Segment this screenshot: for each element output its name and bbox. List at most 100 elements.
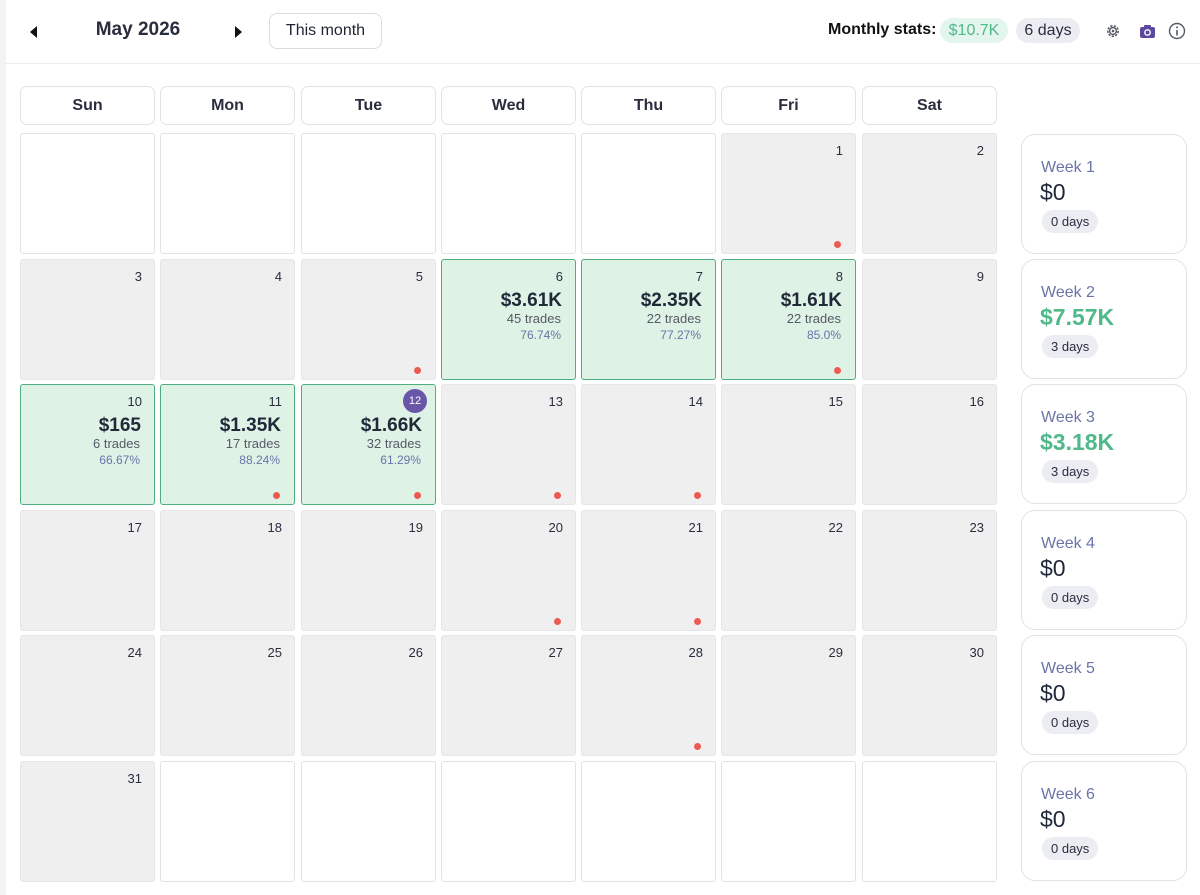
week-pnl: $7.57K bbox=[1040, 304, 1115, 330]
day-number: 21 bbox=[688, 520, 703, 535]
day-win-rate: 66.67% bbox=[99, 453, 140, 467]
week-summary-card-4[interactable]: Week 4 $0 0 days bbox=[1021, 510, 1187, 630]
week-summary-card-6[interactable]: Week 6 $0 0 days bbox=[1021, 761, 1187, 881]
day-cell-26[interactable]: 26 bbox=[301, 635, 436, 756]
day-cell-20[interactable]: 20 bbox=[441, 510, 576, 631]
day-cell-18[interactable]: 18 bbox=[160, 510, 295, 631]
day-cell-7[interactable]: 7 $2.35K 22 trades 77.27% bbox=[581, 259, 716, 380]
day-cell-13[interactable]: 13 bbox=[441, 384, 576, 505]
gear-icon[interactable] bbox=[1104, 22, 1122, 40]
indicator-dot-icon bbox=[414, 492, 421, 499]
day-cell-5[interactable]: 5 bbox=[301, 259, 436, 380]
day-pnl: $165 bbox=[98, 415, 141, 436]
day-pnl: $1.66K bbox=[360, 415, 422, 436]
day-number: 27 bbox=[548, 645, 563, 660]
day-cell-3[interactable]: 3 bbox=[20, 259, 155, 380]
day-trade-count: 6 trades bbox=[93, 436, 140, 451]
camera-icon[interactable] bbox=[1138, 22, 1156, 40]
indicator-dot-icon bbox=[414, 367, 421, 374]
day-cell-8[interactable]: 8 $1.61K 22 trades 85.0% bbox=[721, 259, 856, 380]
next-month-button[interactable] bbox=[228, 22, 248, 42]
day-win-rate: 61.29% bbox=[380, 453, 421, 467]
day-cell-19[interactable]: 19 bbox=[301, 510, 436, 631]
day-pnl: $3.61K bbox=[500, 290, 562, 311]
day-number: 4 bbox=[274, 269, 282, 284]
day-number: 31 bbox=[127, 771, 142, 786]
day-cell-10[interactable]: 10 $165 6 trades 66.67% bbox=[20, 384, 155, 505]
day-number: 5 bbox=[415, 269, 423, 284]
day-number: 25 bbox=[267, 645, 282, 660]
week-pnl: $3.18K bbox=[1040, 429, 1115, 455]
day-cell-29[interactable]: 29 bbox=[721, 635, 856, 756]
month-title: May 2026 bbox=[95, 19, 181, 40]
prev-month-button[interactable] bbox=[23, 22, 43, 42]
day-number: 7 bbox=[695, 269, 703, 284]
day-number: 17 bbox=[127, 520, 142, 535]
day-cell-1[interactable]: 1 bbox=[721, 133, 856, 254]
day-cell-11[interactable]: 11 $1.35K 17 trades 88.24% bbox=[160, 384, 295, 505]
week-days-badge: 3 days bbox=[1042, 335, 1099, 358]
day-number: 11 bbox=[268, 394, 283, 409]
week-label: Week 1 bbox=[1041, 159, 1095, 176]
day-cell-14[interactable]: 14 bbox=[581, 384, 716, 505]
weekday-header-sat: Sat bbox=[862, 86, 997, 125]
day-cell-4[interactable]: 4 bbox=[160, 259, 295, 380]
day-pnl: $1.35K bbox=[219, 415, 281, 436]
day-number: 19 bbox=[408, 520, 423, 535]
day-cell-15[interactable]: 15 bbox=[721, 384, 856, 505]
monthly-days-badge: 6 days bbox=[1016, 18, 1080, 43]
day-number: 10 bbox=[127, 394, 142, 409]
day-cell-30[interactable]: 30 bbox=[862, 635, 997, 756]
day-cell-24[interactable]: 24 bbox=[20, 635, 155, 756]
day-win-rate: 77.27% bbox=[660, 328, 701, 342]
day-cell-empty bbox=[160, 761, 295, 882]
day-cell-9[interactable]: 9 bbox=[862, 259, 997, 380]
weekday-header-fri: Fri bbox=[721, 86, 856, 125]
day-win-rate: 85.0% bbox=[806, 328, 841, 342]
week-summary-card-2[interactable]: Week 2 $7.57K 3 days bbox=[1021, 259, 1187, 379]
day-number: 9 bbox=[976, 269, 984, 284]
week-label: Week 6 bbox=[1041, 786, 1095, 803]
weekday-header-tue: Tue bbox=[301, 86, 436, 125]
day-cell-6[interactable]: 6 $3.61K 45 trades 76.74% bbox=[441, 259, 576, 380]
day-cell-17[interactable]: 17 bbox=[20, 510, 155, 631]
info-icon[interactable] bbox=[1168, 22, 1186, 40]
indicator-dot-icon bbox=[834, 367, 841, 374]
day-cell-28[interactable]: 28 bbox=[581, 635, 716, 756]
day-number: 3 bbox=[134, 269, 142, 284]
day-number: 1 bbox=[835, 143, 843, 158]
day-cell-empty bbox=[862, 761, 997, 882]
today-day-number: 12 bbox=[403, 389, 427, 413]
day-cell-16[interactable]: 16 bbox=[862, 384, 997, 505]
day-number: 24 bbox=[127, 645, 142, 660]
day-trade-count: 32 trades bbox=[366, 436, 421, 451]
day-cell-12[interactable]: 12 $1.66K 32 trades 61.29% bbox=[301, 384, 436, 505]
day-number: 2 bbox=[976, 143, 984, 158]
day-number: 6 bbox=[555, 269, 563, 284]
day-cell-empty bbox=[441, 761, 576, 882]
this-month-button[interactable]: This month bbox=[269, 13, 382, 49]
week-days-badge: 0 days bbox=[1042, 837, 1099, 860]
day-pnl: $2.35K bbox=[640, 290, 702, 311]
day-number: 15 bbox=[828, 394, 843, 409]
day-cell-2[interactable]: 2 bbox=[862, 133, 997, 254]
day-cell-empty bbox=[581, 761, 716, 882]
week-label: Week 4 bbox=[1041, 535, 1095, 552]
day-cell-21[interactable]: 21 bbox=[581, 510, 716, 631]
week-pnl: $0 bbox=[1040, 179, 1066, 205]
day-cell-empty bbox=[160, 133, 295, 254]
day-number: 26 bbox=[408, 645, 423, 660]
day-cell-empty bbox=[581, 133, 716, 254]
day-cell-25[interactable]: 25 bbox=[160, 635, 295, 756]
indicator-dot-icon bbox=[694, 492, 701, 499]
day-cell-empty bbox=[301, 761, 436, 882]
week-summary-card-1[interactable]: Week 1 $0 0 days bbox=[1021, 134, 1187, 254]
day-cell-27[interactable]: 27 bbox=[441, 635, 576, 756]
day-trade-count: 22 trades bbox=[786, 311, 841, 326]
day-cell-23[interactable]: 23 bbox=[862, 510, 997, 631]
week-summary-card-5[interactable]: Week 5 $0 0 days bbox=[1021, 635, 1187, 755]
day-cell-22[interactable]: 22 bbox=[721, 510, 856, 631]
day-cell-31[interactable]: 31 bbox=[20, 761, 155, 882]
week-days-badge: 0 days bbox=[1042, 586, 1099, 609]
week-summary-card-3[interactable]: Week 3 $3.18K 3 days bbox=[1021, 384, 1187, 504]
